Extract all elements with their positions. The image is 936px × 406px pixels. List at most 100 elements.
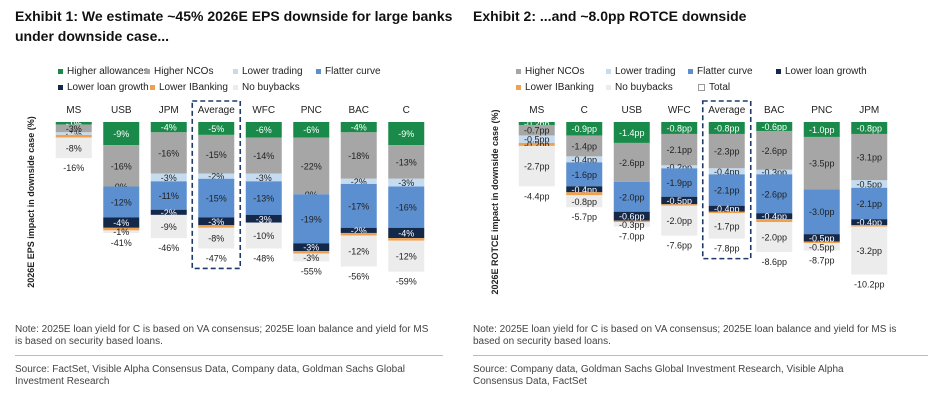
data-label-flatter-curve: -1.6pp [571, 170, 597, 180]
bar-segment-lower-ibanking [566, 192, 603, 196]
exhibit-1-chart: 2026E EPS impact in downside case (%) MS -… [26, 100, 425, 288]
legend-item-lower-ibanking: Lower IBanking [150, 82, 228, 93]
bar-segment-higher-allowances [340, 122, 377, 133]
data-label-higher-allowances: -0.2pp [524, 119, 550, 129]
data-label-higher-allowances: -1.4pp [619, 128, 645, 138]
data-label-no-buybacks: -3% [303, 253, 319, 263]
bar-group-ms: MS-0.2pp-0.7pp-0.5pp-0.2pp-2.7pp-4.4pp [518, 105, 555, 201]
legend-swatch [233, 69, 238, 74]
data-label-lower-trading: -2% [351, 177, 367, 187]
data-label-higher-ncos: -13% [396, 158, 417, 168]
data-label-flatter-curve: -12% [111, 198, 132, 208]
data-label-lower-trading: -3% [161, 173, 177, 183]
bar-segment-higher-ncos [708, 133, 745, 169]
bar-group-average: Average -0.8pp -2.3pp -0.4pp -2.1pp -0.4pp -1.… [701, 100, 752, 260]
bar-segment-no-buybacks [566, 195, 603, 208]
category-label: C [403, 105, 410, 116]
bar-segment-lower-loan-growth [293, 243, 330, 252]
total-label: -8.6pp [761, 257, 787, 267]
legend-label: No buybacks [615, 82, 673, 93]
data-label-higher-allowances: -5% [208, 124, 224, 134]
bar-segment-lower-loan-growth [708, 205, 745, 212]
data-label-higher-ncos: -3.1pp [856, 153, 882, 163]
data-label-no-buybacks: -0.3pp [619, 220, 645, 230]
bar-segment-lower-loan-growth [756, 213, 793, 220]
bar-group-average: Average -5% -15% -2% -15% -3% -8% -47% [191, 100, 242, 270]
legend-swatch [776, 69, 781, 74]
bar-segment-higher-allowances [55, 122, 92, 125]
data-label-higher-allowances: -4% [351, 123, 367, 133]
bar-segment-higher-allowances [708, 122, 745, 134]
data-label-higher-allowances: -0.8pp [856, 123, 882, 133]
bar-group-c: C -0.9pp -1.4pp -0.4pp -1.6pp -0.4pp -0.8pp -5.… [566, 105, 603, 222]
data-label-flatter-curve: -19% [301, 214, 322, 224]
bar-group-pnc: PNC -1.0pp -3.5pp -3.0pp -0.5pp-0.5pp -8.7pp [803, 105, 840, 266]
bar-segment-higher-allowances [566, 122, 603, 136]
data-label-lower-trading: -0.5pp [524, 135, 550, 145]
data-label-lower-trading: -0.2pp [666, 162, 692, 172]
legend-item-no-buybacks: No buybacks [606, 82, 673, 93]
bar-segment-higher-allowances [803, 122, 840, 137]
bar-segment-flatter-curve [756, 174, 793, 214]
legend-item-lower-loan-growth: Lower loan growth [58, 82, 149, 93]
bar-segment-higher-ncos [566, 135, 603, 157]
bar-segment-flatter-curve [661, 168, 698, 197]
bar-segment-lower-loan-growth [613, 211, 650, 221]
legend-label: Lower loan growth [785, 66, 867, 77]
category-label: BAC [764, 105, 785, 116]
bar-segment-higher-allowances [150, 122, 187, 133]
average-highlight-box [701, 100, 752, 260]
bar-segment-lower-ibanking [518, 142, 555, 146]
bar-segment-higher-allowances [245, 122, 282, 138]
data-label-no-buybacks: -8% [208, 234, 224, 244]
bar-segment-higher-allowances [613, 122, 650, 143]
bar-segment-higher-ncos [388, 145, 425, 179]
bar-segment-higher-allowances [388, 122, 425, 146]
total-label: -10.2pp [854, 280, 885, 290]
data-label-no-buybacks: -12% [348, 247, 369, 257]
bar-segment-lower-trading [55, 132, 92, 135]
data-label-no-buybacks: -9% [161, 222, 177, 232]
legend-item-flatter-curve: Flatter curve [316, 66, 381, 77]
data-label-flatter-curve: -13% [253, 194, 274, 204]
data-label-flatter-curve: -2.6pp [761, 189, 787, 199]
data-label-higher-ncos: -16% [158, 148, 179, 158]
data-label-lower-trading: -3% [256, 173, 272, 183]
average-highlight-box [191, 100, 242, 270]
data-label-lower-trading: -0.4pp [571, 155, 597, 165]
legend-label: Lower trading [615, 66, 676, 77]
data-label-flatter-curve: -11% [159, 191, 179, 201]
data-label-higher-ncos: -0.7pp [524, 126, 550, 136]
legend-swatch [233, 85, 238, 90]
legend-item-lower-trading: Lower trading [606, 66, 676, 77]
legend-item-total: Total [698, 82, 730, 93]
total-label: -8.7pp [809, 256, 835, 266]
legend-swatch [698, 84, 705, 91]
data-label-flatter-curve: -17% [348, 201, 369, 211]
bar-segment-lower-ibanking [803, 241, 840, 244]
category-label: JPM [159, 105, 179, 116]
data-label-higher-ncos: -2.1pp [666, 145, 692, 155]
data-label-higher-ncos: -18% [348, 151, 369, 161]
bar-segment-no-buybacks [150, 214, 187, 239]
bar-group-bac: BAC -0.6pp -2.6pp -0.3pp -2.6pp -0.4pp -2.0pp -… [756, 105, 793, 267]
exhibit-1-title: Exhibit 1: We estimate ~45% 2026E EPS do… [15, 8, 453, 44]
bar-segment-no-buybacks [293, 253, 330, 262]
bar-segment-no-buybacks [803, 243, 840, 251]
bar-segment-lower-ibanking [851, 225, 888, 227]
legend-item-no-buybacks: No buybacks [233, 82, 300, 93]
bar-segment-flatter-curve [613, 181, 650, 212]
data-label-higher-ncos: -22% [301, 161, 322, 171]
category-label: PNC [811, 105, 832, 116]
data-label-higher-allowances: -0.8pp [714, 123, 740, 133]
bar-segment-higher-allowances [103, 122, 140, 146]
legend-label: Flatter curve [325, 66, 381, 77]
legend-label: Lower trading [242, 66, 303, 77]
data-label-lower-trading: -0.3pp [761, 168, 787, 178]
legend-label: Lower loan growth [67, 82, 149, 93]
legend-label: Lower IBanking [159, 82, 228, 93]
exhibit-2-title: Exhibit 2: ...and ~8.0pp ROTCE downside [473, 8, 747, 24]
legend-label: No buybacks [242, 82, 300, 93]
category-label: WFC [668, 105, 691, 116]
data-label-lower-ibanking: -0.2pp [524, 140, 550, 150]
